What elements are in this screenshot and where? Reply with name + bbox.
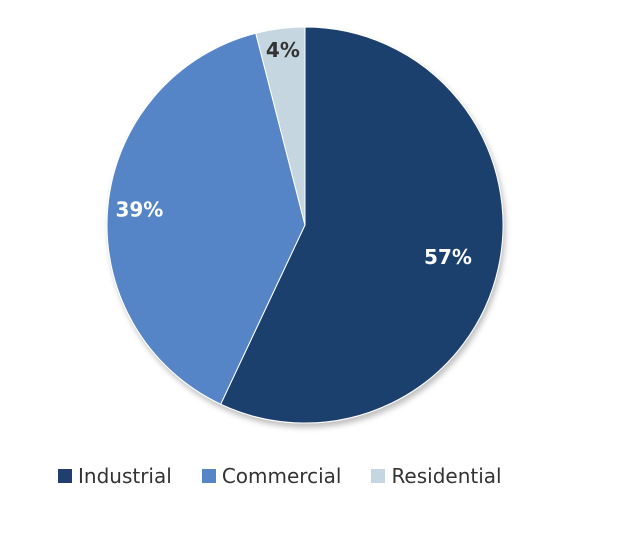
legend-item-residential: Residential <box>371 464 502 488</box>
data-label-commercial: 39% <box>115 197 163 221</box>
data-label-residential: 4% <box>266 38 300 62</box>
legend-swatch <box>58 469 72 483</box>
legend-label: Residential <box>391 464 502 488</box>
data-label-industrial: 57% <box>424 245 472 269</box>
pie-slice-industrial <box>220 26 504 424</box>
legend-label: Commercial <box>221 464 342 488</box>
legend-swatch <box>201 469 216 483</box>
pie-slice-commercial <box>106 32 306 405</box>
legend-item-industrial: Industrial <box>58 464 172 488</box>
legend-item-commercial: Commercial <box>201 464 342 488</box>
legend: Industrial Commercial Residential <box>58 464 502 488</box>
legend-swatch <box>371 469 386 483</box>
legend-label: Industrial <box>78 464 172 488</box>
pie-slice-residential <box>255 26 306 226</box>
